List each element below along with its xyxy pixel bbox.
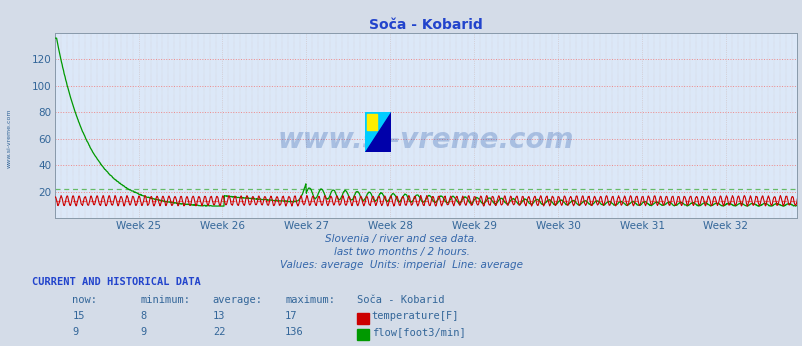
Text: www.si-vreme.com: www.si-vreme.com	[6, 109, 11, 168]
Polygon shape	[365, 112, 391, 152]
Text: Soča - Kobarid: Soča - Kobarid	[357, 295, 444, 305]
Text: Values: average  Units: imperial  Line: average: Values: average Units: imperial Line: av…	[280, 260, 522, 270]
Text: 17: 17	[285, 311, 298, 321]
Text: Slovenia / river and sea data.: Slovenia / river and sea data.	[325, 234, 477, 244]
Text: temperature[F]: temperature[F]	[371, 311, 459, 321]
Text: 15: 15	[72, 311, 85, 321]
Text: flow[foot3/min]: flow[foot3/min]	[371, 327, 465, 337]
Text: CURRENT AND HISTORICAL DATA: CURRENT AND HISTORICAL DATA	[32, 277, 200, 288]
Title: Soča - Kobarid: Soča - Kobarid	[369, 18, 482, 32]
Text: average:: average:	[213, 295, 262, 305]
Text: www.si-vreme.com: www.si-vreme.com	[277, 126, 573, 154]
Text: 9: 9	[72, 327, 79, 337]
Text: now:: now:	[72, 295, 97, 305]
Text: maximum:: maximum:	[285, 295, 334, 305]
Text: 136: 136	[285, 327, 303, 337]
Text: 13: 13	[213, 311, 225, 321]
Text: 22: 22	[213, 327, 225, 337]
Text: minimum:: minimum:	[140, 295, 190, 305]
Polygon shape	[365, 112, 391, 152]
Text: last two months / 2 hours.: last two months / 2 hours.	[333, 247, 469, 257]
Text: 9: 9	[140, 327, 147, 337]
Text: 8: 8	[140, 311, 147, 321]
Bar	[367, 115, 377, 130]
